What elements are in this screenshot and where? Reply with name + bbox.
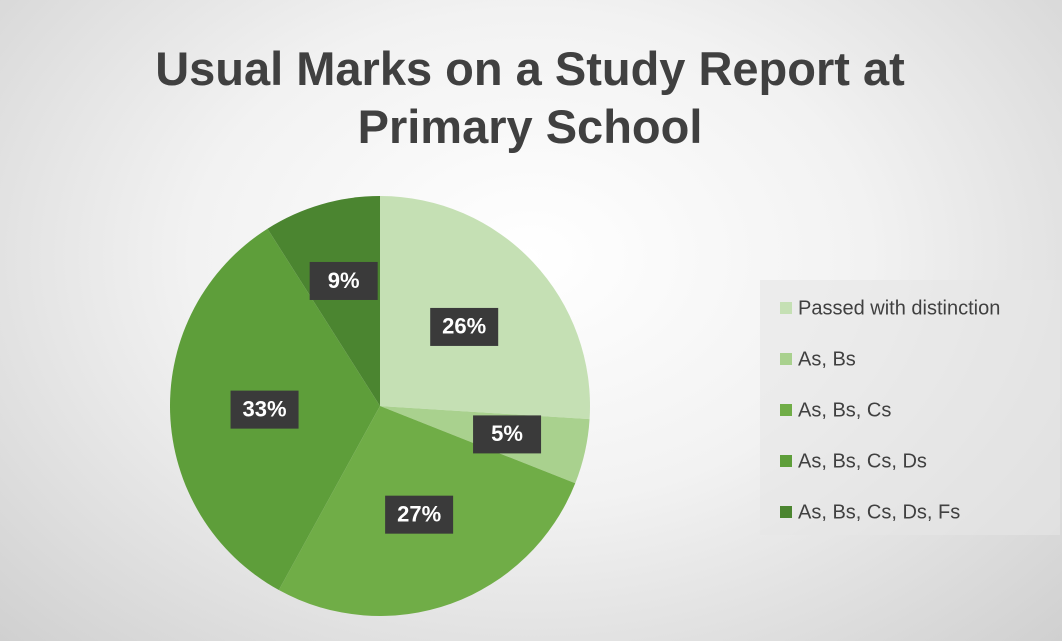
legend-swatch <box>780 302 792 314</box>
legend-label: As, Bs, Cs, Ds, Fs <box>798 501 960 523</box>
pie-slice <box>267 196 380 406</box>
legend-label: As, Bs, Cs, Ds <box>798 450 927 472</box>
data-label: 27% <box>397 501 441 526</box>
legend-swatch <box>780 404 792 416</box>
chart-title: Usual Marks on a Study Report at Primary… <box>155 42 905 153</box>
legend-label: As, Bs, Cs <box>798 399 891 421</box>
data-label-box <box>430 307 499 346</box>
legend-label: As, Bs <box>798 348 856 370</box>
data-label: 26% <box>442 314 486 339</box>
legend-swatch <box>780 506 792 518</box>
legend-swatch <box>780 455 792 467</box>
data-label: 5% <box>491 421 523 446</box>
pie-slice <box>380 196 590 420</box>
legend-swatch <box>780 353 792 365</box>
data-label: 9% <box>328 268 360 293</box>
legend-label: Passed with distinction <box>798 297 1000 319</box>
legend-box <box>760 280 1060 535</box>
data-label-box <box>385 495 454 534</box>
data-label-box <box>309 261 378 300</box>
data-label: 33% <box>243 396 287 421</box>
data-label-box <box>230 390 299 429</box>
data-label-box <box>473 415 542 454</box>
